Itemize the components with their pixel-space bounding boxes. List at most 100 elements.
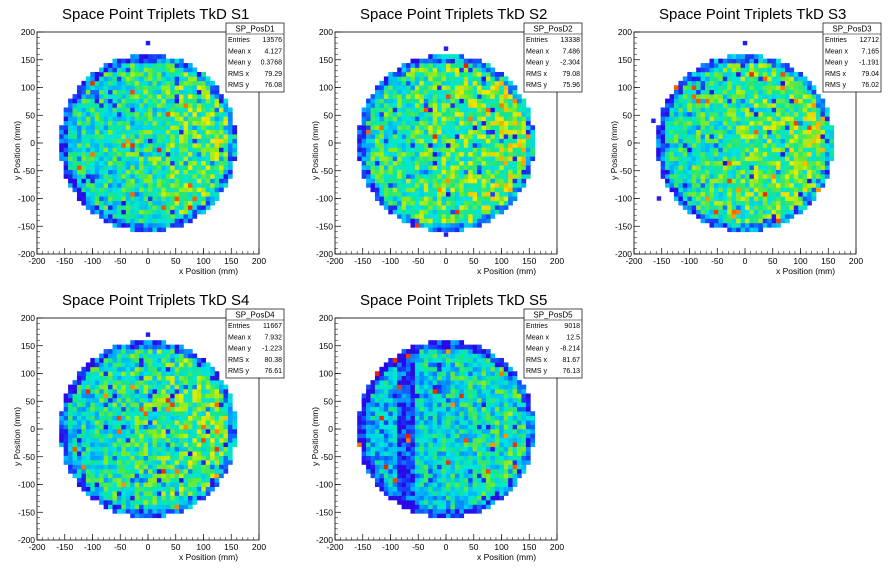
histogram-bin: [414, 67, 420, 73]
histogram-bin: [410, 165, 416, 170]
histogram-bin: [103, 411, 109, 416]
histogram-bin: [366, 160, 371, 166]
histogram-bin: [824, 134, 830, 139]
histogram-bin: [183, 178, 189, 184]
histogram-bin: [414, 125, 420, 130]
histogram-bin: [731, 218, 737, 224]
histogram-bin: [156, 468, 162, 474]
histogram-bin: [696, 111, 701, 117]
histogram-bin: [174, 196, 180, 202]
histogram-bin: [485, 129, 491, 135]
histogram-bin: [148, 397, 153, 403]
histogram-bin: [370, 94, 376, 99]
histogram-bin: [130, 433, 135, 439]
histogram-bin: [143, 85, 149, 91]
x-tick-label: 100: [494, 256, 508, 266]
histogram-bin: [143, 460, 149, 465]
histogram-bin: [201, 103, 207, 108]
histogram-bin: [94, 111, 100, 117]
histogram-bin: [397, 107, 402, 113]
histogram-bin: [740, 94, 746, 99]
histogram-bin: [406, 76, 411, 82]
histogram-bin: [125, 429, 131, 434]
histogram-bin: [134, 371, 140, 377]
histogram-bin: [161, 129, 167, 135]
histogram-bin: [108, 393, 113, 399]
histogram-bin: [134, 477, 140, 483]
histogram-bin: [72, 151, 78, 157]
histogram-bin: [776, 182, 781, 188]
histogram-bin: [383, 165, 389, 170]
histogram-bin: [116, 134, 122, 139]
histogram-bin: [669, 116, 675, 122]
histogram-bin: [90, 495, 96, 501]
x-tick-label: 150: [522, 256, 536, 266]
stats-label: Entries: [228, 37, 250, 44]
histogram-bin: [749, 125, 755, 130]
histogram-bin: [450, 191, 456, 197]
histogram-bin: [807, 85, 812, 91]
histogram-bin: [392, 156, 398, 162]
histogram-bin: [414, 165, 420, 170]
histogram-bin: [223, 182, 229, 188]
histogram-bin: [665, 125, 670, 130]
histogram-bin: [441, 76, 447, 82]
histogram-bin: [419, 165, 425, 170]
histogram-bin: [161, 138, 167, 144]
histogram-bin: [753, 103, 759, 108]
histogram-bin: [112, 200, 118, 206]
histogram-bin: [205, 200, 211, 206]
histogram-bin: [148, 495, 153, 501]
histogram-bin: [816, 174, 821, 179]
histogram-bin: [99, 98, 104, 104]
histogram-bin: [771, 129, 777, 135]
x-tick-label: -50: [114, 256, 127, 266]
x-tick-label: 50: [768, 256, 778, 266]
histogram-bin: [76, 380, 82, 385]
histogram-bin: [468, 214, 473, 219]
histogram-bin: [410, 63, 416, 68]
histogram-bin: [678, 94, 684, 99]
histogram-bin: [99, 67, 104, 73]
histogram-bin: [148, 393, 153, 399]
histogram-bin: [713, 218, 719, 224]
histogram-bin: [477, 209, 482, 215]
histogram-bin: [170, 85, 175, 91]
histogram-bin: [441, 89, 447, 95]
histogram-bin: [753, 178, 759, 184]
histogram-bin: [156, 357, 162, 363]
histogram-bin: [143, 380, 149, 385]
histogram-bin: [192, 147, 198, 153]
histogram-bin: [108, 451, 113, 456]
histogram-bin: [749, 178, 755, 184]
histogram-bin: [68, 424, 73, 430]
histogram-bin: [116, 120, 122, 126]
histogram-bin: [705, 67, 710, 73]
histogram-bin: [196, 138, 202, 144]
histogram-bin: [406, 169, 411, 175]
histogram-bin: [525, 174, 531, 179]
histogram-bin: [709, 107, 715, 113]
histogram-bin: [63, 415, 69, 421]
histogram-bin: [187, 129, 193, 135]
histogram-bin: [665, 143, 670, 148]
histogram-bin: [727, 214, 732, 219]
histogram-bin: [196, 120, 202, 126]
histogram-bin: [820, 111, 826, 117]
histogram-bin: [820, 147, 826, 153]
histogram-bin: [99, 437, 104, 443]
histogram-bin: [379, 196, 385, 202]
histogram-bin: [116, 111, 122, 117]
histogram-bin: [116, 495, 122, 501]
histogram-bin: [665, 138, 670, 144]
histogram-bin: [419, 151, 425, 157]
histogram-bin: [780, 205, 786, 210]
histogram-bin: [125, 433, 131, 439]
histogram-bin: [691, 129, 697, 135]
histogram-bin: [201, 147, 207, 153]
histogram-bin: [201, 71, 207, 77]
histogram-bin: [798, 205, 804, 210]
histogram-bin: [459, 116, 465, 122]
histogram-bin: [472, 129, 478, 135]
histogram-bin: [179, 196, 184, 202]
